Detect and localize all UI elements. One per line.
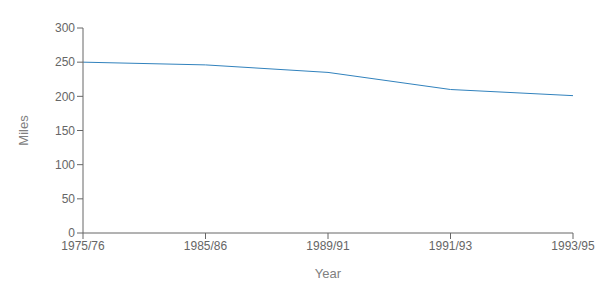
svg-text:100: 100 — [55, 158, 75, 172]
svg-text:150: 150 — [55, 124, 75, 138]
svg-text:Year: Year — [315, 266, 342, 281]
svg-text:250: 250 — [55, 55, 75, 69]
svg-text:1975/76: 1975/76 — [61, 239, 105, 253]
svg-text:1991/93: 1991/93 — [429, 239, 473, 253]
svg-text:200: 200 — [55, 90, 75, 104]
svg-text:0: 0 — [68, 226, 75, 240]
svg-text:50: 50 — [62, 192, 76, 206]
svg-text:1993/95: 1993/95 — [551, 239, 595, 253]
svg-text:300: 300 — [55, 21, 75, 35]
svg-text:1985/86: 1985/86 — [184, 239, 228, 253]
svg-text:Miles: Miles — [16, 115, 31, 146]
svg-text:1989/91: 1989/91 — [306, 239, 350, 253]
